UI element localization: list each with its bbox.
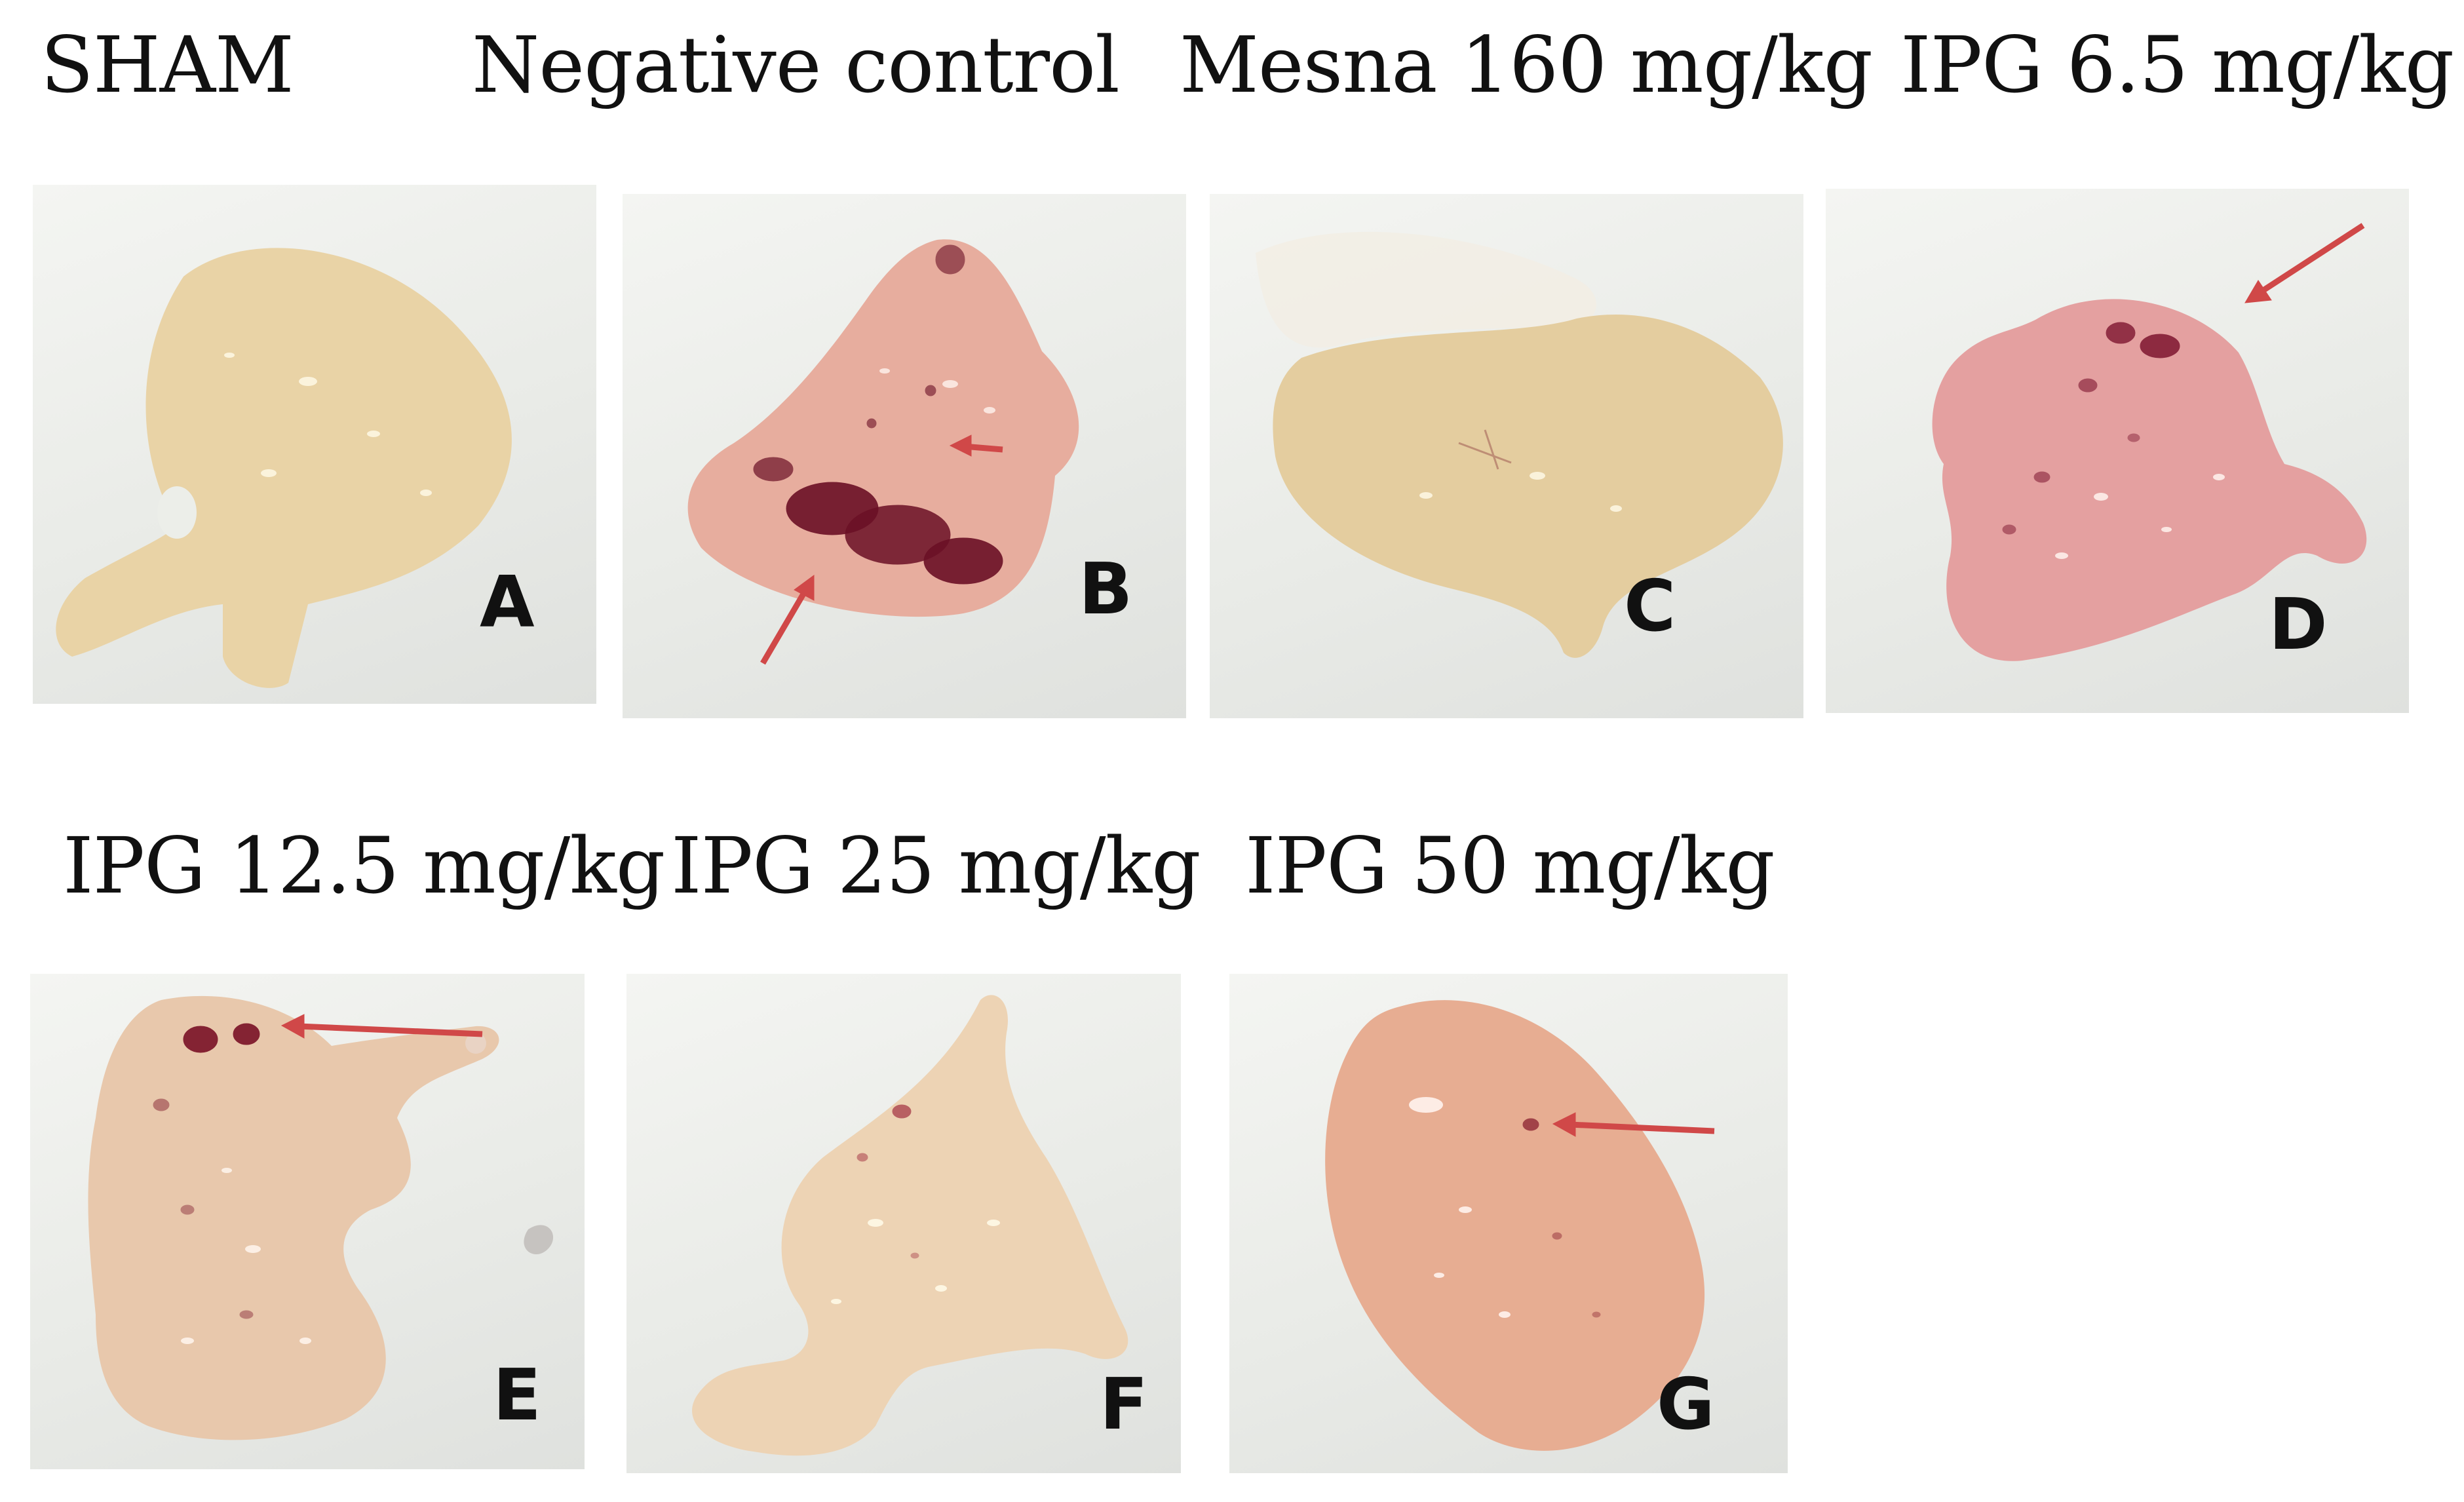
group-label-ipg-12-5: IPG 12.5 mg/kg (63, 820, 665, 911)
panel-letter-g: G (1657, 1364, 1715, 1446)
bladder-tissue-mesna (1256, 231, 1783, 658)
panel-c-mesna-bladder: C (1210, 194, 1803, 718)
panel-g-ipg-50-bladder: G (1229, 974, 1788, 1473)
panel-f-ipg-25-bladder: F (626, 974, 1181, 1473)
panel-letter-f: F (1100, 1364, 1148, 1446)
bladder-tissue-ipg-6-5 (1932, 223, 2367, 661)
group-label-negative-control: Negative control (472, 20, 1120, 110)
panel-letter-d: D (2269, 584, 2328, 666)
panel-d-ipg-6-5-bladder: D (1826, 189, 2409, 713)
panel-letter-c: C (1624, 566, 1676, 647)
panel-letter-b: B (1079, 549, 1133, 630)
bladder-tissue-negative-control (687, 239, 1079, 665)
panel-b-negative-control-bladder: B (623, 194, 1186, 718)
bladder-tissue-ipg-50 (1325, 1000, 1715, 1451)
group-label-ipg-6-5: IPG 6.5 mg/kg (1900, 20, 2454, 110)
bladder-tissue-ipg-25 (692, 995, 1128, 1456)
group-label-ipg-50: IPG 50 mg/kg (1245, 820, 1775, 911)
panel-letter-e: E (493, 1355, 541, 1436)
group-label-ipg-25: IPG 25 mg/kg (671, 820, 1201, 911)
group-label-mesna-160: Mesna 160 mg/kg (1180, 20, 1873, 110)
panel-letter-a: A (480, 562, 535, 644)
bladder-tissue-sham (56, 248, 512, 688)
panel-e-ipg-12-5-bladder: E (30, 974, 585, 1469)
group-label-sham: SHAM (41, 20, 294, 110)
panel-a-sham-bladder: A (33, 185, 596, 704)
bladder-tissue-ipg-12-5 (88, 995, 554, 1440)
